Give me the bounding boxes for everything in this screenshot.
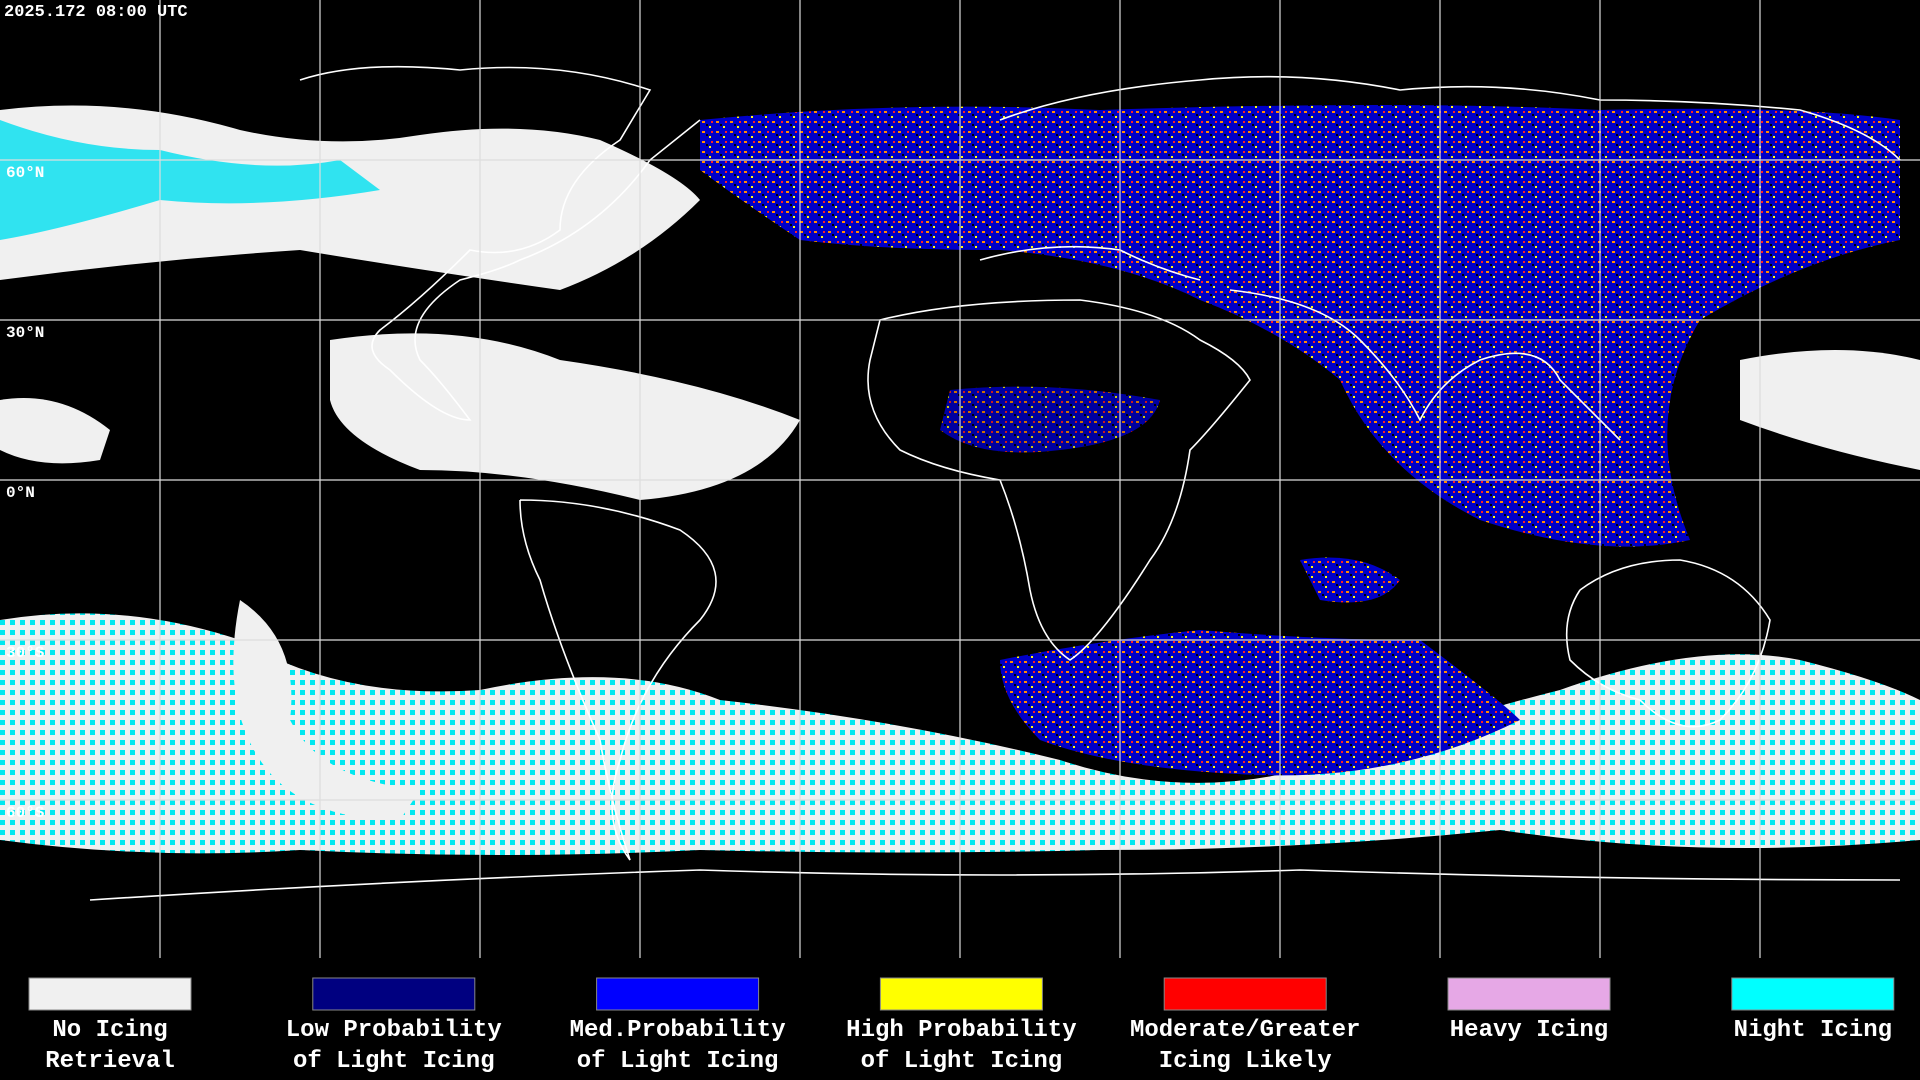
legend-swatch: [28, 977, 192, 1011]
legend-label: Retrieval: [45, 1048, 175, 1075]
latitude-label: 60°N: [6, 164, 44, 182]
legend-label: No Icing: [52, 1017, 167, 1044]
legend: No Icing Retrieval Low Probability of Light…: [28, 977, 1895, 1075]
legend-label: Heavy Icing: [1450, 1017, 1608, 1044]
legend-swatch: [879, 977, 1043, 1011]
legend-label: Med.Probability: [570, 1017, 786, 1044]
legend-label: Low Probability: [286, 1017, 502, 1044]
legend-swatch: [1447, 977, 1611, 1011]
legend-swatch: [596, 977, 760, 1011]
legend-swatch: [1163, 977, 1327, 1011]
legend-label: Moderate/Greater: [1130, 1017, 1360, 1044]
legend-label: Icing Likely: [1159, 1048, 1332, 1075]
latitude-label: 30°N: [6, 324, 44, 342]
legend-label: of Light Icing: [577, 1048, 779, 1075]
legend-label: Night Icing: [1734, 1017, 1892, 1044]
legend-label: of Light Icing: [293, 1048, 495, 1075]
timestamp: 2025.172 08:00 UTC: [4, 3, 188, 22]
latitude-label: 0°N: [6, 484, 35, 502]
latitude-label: 60°S: [6, 804, 45, 822]
legend-swatch: [1731, 977, 1895, 1011]
legend-label: of Light Icing: [861, 1048, 1063, 1075]
graticule: [0, 0, 1920, 958]
latitude-label: 30°S: [6, 644, 45, 662]
legend-label: High Probability: [846, 1017, 1076, 1044]
latitude-labels: 60°N 30°N 0°N 30°S 60°S: [6, 164, 45, 822]
legend-swatch: [312, 977, 476, 1011]
